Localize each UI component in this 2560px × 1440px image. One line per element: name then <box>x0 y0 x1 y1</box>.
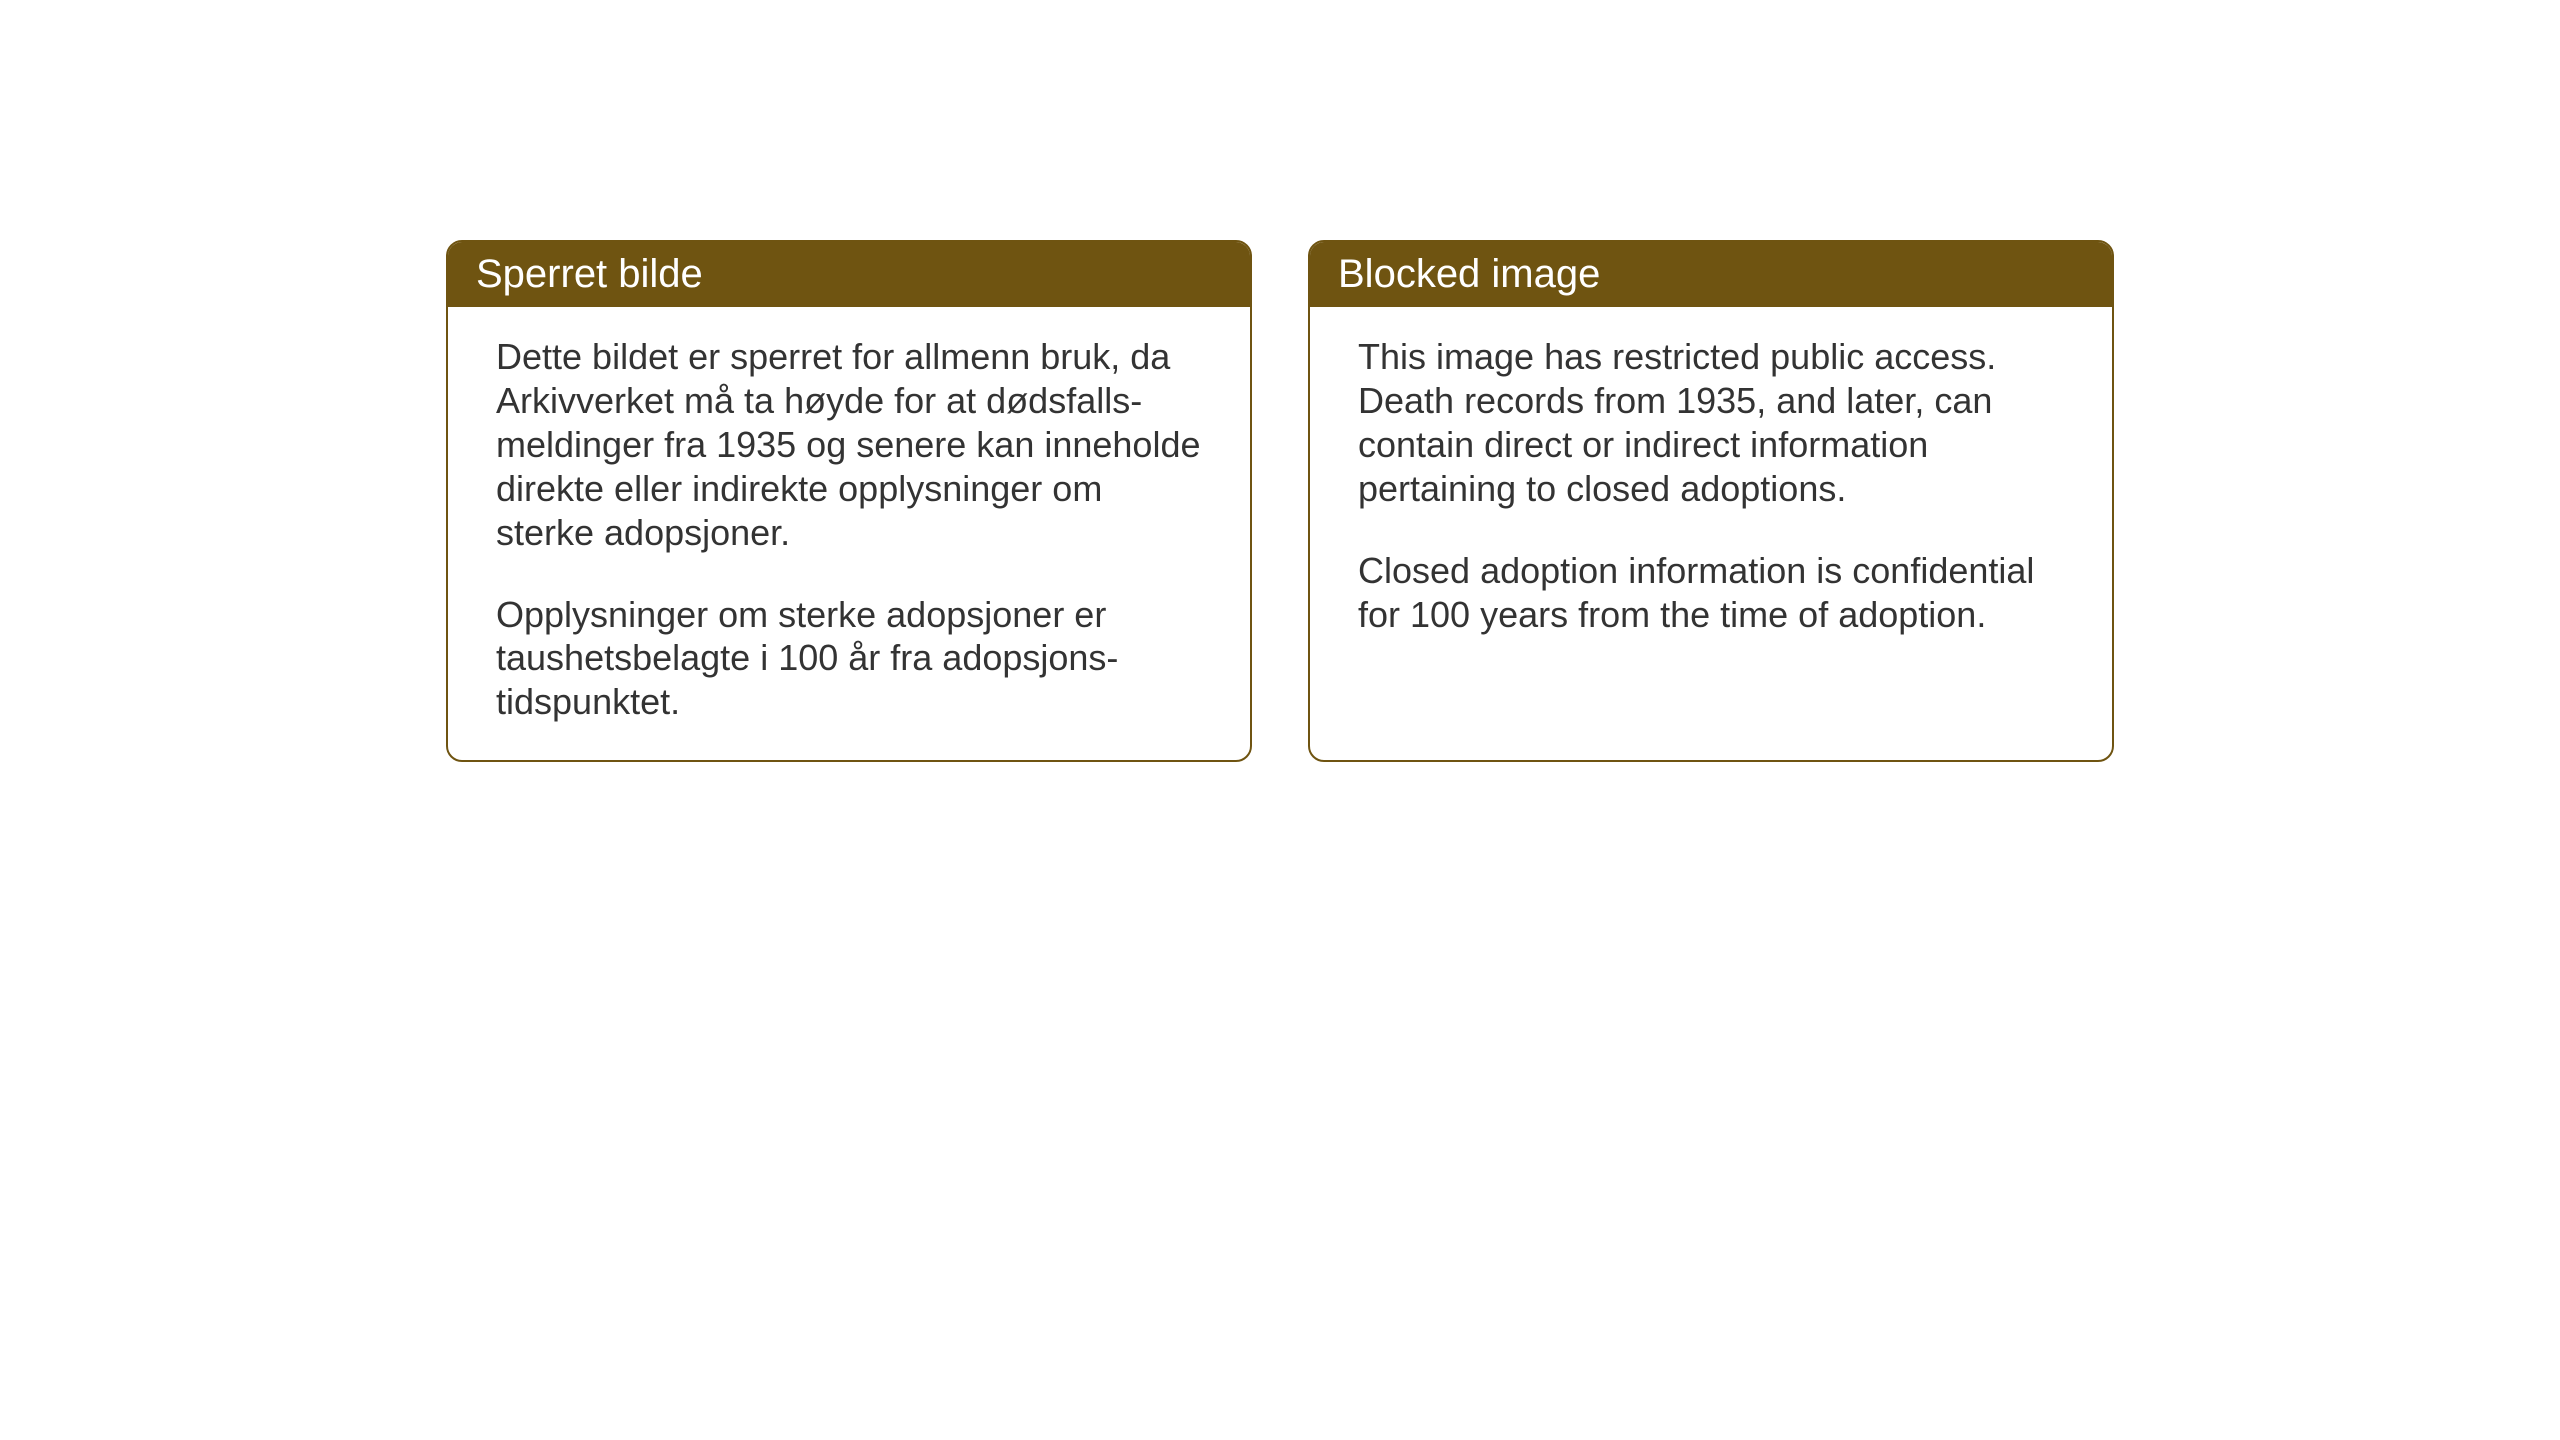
english-notice-card: Blocked image This image has restricted … <box>1308 240 2114 762</box>
norwegian-notice-card: Sperret bilde Dette bildet er sperret fo… <box>446 240 1252 762</box>
notice-container: Sperret bilde Dette bildet er sperret fo… <box>446 240 2114 762</box>
norwegian-card-body: Dette bildet er sperret for allmenn bruk… <box>448 307 1250 760</box>
english-card-body: This image has restricted public access.… <box>1310 307 2112 672</box>
norwegian-paragraph-1: Dette bildet er sperret for allmenn bruk… <box>496 335 1202 555</box>
english-card-title: Blocked image <box>1310 242 2112 307</box>
norwegian-paragraph-2: Opplysninger om sterke adopsjoner er tau… <box>496 593 1202 725</box>
norwegian-card-title: Sperret bilde <box>448 242 1250 307</box>
english-paragraph-2: Closed adoption information is confident… <box>1358 549 2064 637</box>
english-paragraph-1: This image has restricted public access.… <box>1358 335 2064 511</box>
